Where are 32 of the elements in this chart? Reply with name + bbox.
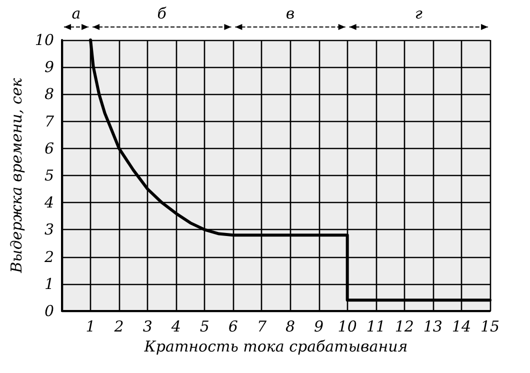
band-label: г xyxy=(414,4,423,22)
x-tick-label: 10 xyxy=(338,318,358,336)
x-tick-label: 14 xyxy=(452,318,472,336)
y-tick-label: 10 xyxy=(34,31,54,49)
x-tick-label: 4 xyxy=(170,318,181,336)
y-tick-label: 5 xyxy=(44,166,54,184)
x-tick-label: 5 xyxy=(200,318,210,336)
y-tick-label: 1 xyxy=(44,274,54,293)
x-tick-label: 6 xyxy=(228,318,238,336)
x-tick-label: 7 xyxy=(256,318,267,336)
x-tick-label: 2 xyxy=(113,318,124,336)
x-tick-label: 11 xyxy=(366,318,386,336)
x-tick-label: 8 xyxy=(285,318,296,336)
y-tick-label: 2 xyxy=(43,248,54,266)
x-tick-label: 1 xyxy=(86,318,96,336)
y-tick-label: 3 xyxy=(44,220,54,239)
y-tick-label: 0 xyxy=(44,302,54,320)
x-tick-label: 3 xyxy=(142,318,152,336)
y-tick-label: 4 xyxy=(43,194,54,212)
y-tick-label: 6 xyxy=(44,139,54,158)
band-label: а xyxy=(72,4,81,22)
y-axis-title: Выдержка времени, сек xyxy=(8,78,26,274)
y-tick-label: 9 xyxy=(44,58,54,76)
x-tick-label: 9 xyxy=(314,318,324,336)
x-axis-title: Кратность тока срабатывания xyxy=(143,337,408,356)
x-tick-label: 15 xyxy=(480,318,500,336)
y-tick-label: 8 xyxy=(44,85,54,104)
x-tick-label: 13 xyxy=(423,318,442,336)
x-tick-label: 12 xyxy=(394,318,414,336)
band-label: б xyxy=(157,4,168,22)
y-tick-label: 7 xyxy=(44,112,54,130)
band-label: в xyxy=(286,4,295,22)
